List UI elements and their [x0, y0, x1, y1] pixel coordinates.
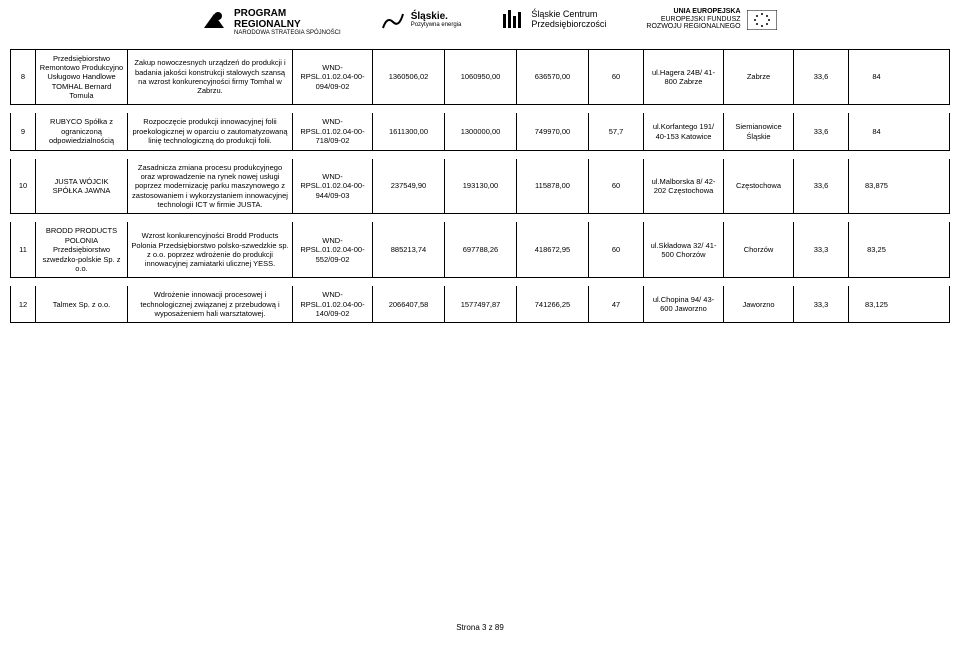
cell-v3: 636570,00	[517, 50, 589, 105]
cell-code: WND-RPSL.01.02.04-00-094/09-02	[293, 50, 373, 105]
cell-v1: 1611300,00	[373, 113, 445, 149]
cell-city: Zabrze	[724, 50, 794, 105]
cell-addr: ul.Chopina 94/ 43-600 Jaworzno	[644, 286, 724, 322]
cell-company: JUSTA WÓJCIK SPÓŁKA JAWNA	[36, 159, 128, 214]
cell-num: 10	[11, 159, 36, 214]
logo-regional: PROGRAM REGIONALNY NARODOWA STRATEGIA SP…	[200, 8, 341, 37]
cell-code: WND-RPSL.01.02.04-00-944/09-03	[293, 159, 373, 214]
cell-v3: 749970,00	[517, 113, 589, 149]
page-footer: Strona 3 z 89	[0, 623, 960, 632]
logo-centrum-text: Śląskie Centrum Przedsiębiorczości	[531, 10, 606, 30]
slaskie-icon	[381, 8, 405, 32]
cell-s1: 33,6	[794, 159, 849, 214]
cell-desc: Rozpoczęcie produkcji innowacyjnej folii…	[128, 113, 293, 149]
cell-desc: Wdrożenie innowacji procesowej i technol…	[128, 286, 293, 322]
cell-desc: Wzrost konkurencyjności Brodd Products P…	[128, 222, 293, 277]
cell-desc: Zakup nowoczesnych urządzeń do produkcji…	[128, 50, 293, 105]
cell-s2: 84	[849, 113, 904, 149]
logo-slaskie-text: Śląskie. Pozytywna energia	[411, 11, 462, 29]
table-row: 11BRODD PRODUCTS POLONIA Przedsiębiorstw…	[10, 222, 950, 278]
cell-city: Jaworzno	[724, 286, 794, 322]
regional-icon	[200, 8, 228, 36]
cell-num: 12	[11, 286, 36, 322]
table-row: 9RUBYCO Spółka z ograniczoną odpowiedzia…	[10, 113, 950, 150]
cell-code: WND-RPSL.01.02.04-00-718/09-02	[293, 113, 373, 149]
logo-slaskie: Śląskie. Pozytywna energia	[381, 8, 462, 32]
cell-v3: 418672,95	[517, 222, 589, 277]
cell-s1: 33,6	[794, 50, 849, 105]
cell-s1: 33,6	[794, 113, 849, 149]
cell-company: Talmex Sp. z o.o.	[36, 286, 128, 322]
cell-company: RUBYCO Spółka z ograniczoną odpowiedzial…	[36, 113, 128, 149]
cell-company: Przedsiębiorstwo Remontowo Produkcyjno U…	[36, 50, 128, 105]
cell-v1: 1360506,02	[373, 50, 445, 105]
cell-addr: ul.Hagera 24B/ 41-800 Zabrze	[644, 50, 724, 105]
header-logos: PROGRAM REGIONALNY NARODOWA STRATEGIA SP…	[0, 0, 960, 49]
cell-s2: 84	[849, 50, 904, 105]
cell-s2: 83,125	[849, 286, 904, 322]
cell-desc: Zasadnicza zmiana procesu produkcyjnego …	[128, 159, 293, 214]
table-row: 8Przedsiębiorstwo Remontowo Produkcyjno …	[10, 49, 950, 106]
eu-bot: ROZWOJU REGIONALNEGO	[646, 23, 740, 31]
cell-v2: 1577497,87	[445, 286, 517, 322]
regional-title: PROGRAM REGIONALNY	[234, 8, 341, 30]
slaskie-sub: Pozytywna energia	[411, 22, 462, 29]
cell-addr: ul.Malborska 8/ 42-202 Częstochowa	[644, 159, 724, 214]
cell-s1: 33,3	[794, 222, 849, 277]
cell-v4: 60	[589, 50, 644, 105]
cell-s1: 33,3	[794, 286, 849, 322]
logo-centrum: Śląskie Centrum Przedsiębiorczości	[501, 8, 606, 32]
cell-addr: ul.Korfantego 191/ 40-153 Katowice	[644, 113, 724, 149]
cell-v2: 697788,26	[445, 222, 517, 277]
cell-num: 11	[11, 222, 36, 277]
cell-v3: 115878,00	[517, 159, 589, 214]
cell-v4: 60	[589, 159, 644, 214]
cell-code: WND-RPSL.01.02.04-00-552/09-02	[293, 222, 373, 277]
cell-v2: 193130,00	[445, 159, 517, 214]
cell-company: BRODD PRODUCTS POLONIA Przedsiębiorstwo …	[36, 222, 128, 277]
cell-v2: 1060950,00	[445, 50, 517, 105]
cell-s2: 83,875	[849, 159, 904, 214]
centrum-sub: Przedsiębiorczości	[531, 20, 606, 30]
cell-v1: 237549,90	[373, 159, 445, 214]
centrum-icon	[501, 8, 525, 32]
slaskie-title: Śląskie.	[411, 11, 462, 22]
cell-v4: 57,7	[589, 113, 644, 149]
cell-city: Częstochowa	[724, 159, 794, 214]
cell-city: Siemianowice Śląskie	[724, 113, 794, 149]
table-row: 10JUSTA WÓJCIK SPÓŁKA JAWNAZasadnicza zm…	[10, 159, 950, 215]
cell-city: Chorzów	[724, 222, 794, 277]
cell-code: WND-RPSL.01.02.04-00-140/09-02	[293, 286, 373, 322]
eu-flag-icon	[747, 10, 777, 30]
logo-eu: UNIA EUROPEJSKA EUROPEJSKI FUNDUSZ ROZWO…	[646, 8, 776, 31]
cell-addr: ul.Składowa 32/ 41-500 Chorzów	[644, 222, 724, 277]
data-table: 8Przedsiębiorstwo Remontowo Produkcyjno …	[10, 49, 950, 324]
cell-v3: 741266,25	[517, 286, 589, 322]
eu-top: UNIA EUROPEJSKA	[646, 8, 740, 16]
table-row: 12Talmex Sp. z o.o.Wdrożenie innowacji p…	[10, 286, 950, 323]
cell-v4: 60	[589, 222, 644, 277]
cell-v1: 2066407,58	[373, 286, 445, 322]
logo-regional-text: PROGRAM REGIONALNY NARODOWA STRATEGIA SP…	[234, 8, 341, 37]
cell-v4: 47	[589, 286, 644, 322]
cell-num: 9	[11, 113, 36, 149]
logo-eu-text: UNIA EUROPEJSKA EUROPEJSKI FUNDUSZ ROZWO…	[646, 8, 740, 31]
cell-v1: 885213,74	[373, 222, 445, 277]
cell-s2: 83,25	[849, 222, 904, 277]
regional-sub: NARODOWA STRATEGIA SPÓJNOŚCI	[234, 30, 341, 37]
cell-num: 8	[11, 50, 36, 105]
eu-mid: EUROPEJSKI FUNDUSZ	[646, 16, 740, 24]
cell-v2: 1300000,00	[445, 113, 517, 149]
